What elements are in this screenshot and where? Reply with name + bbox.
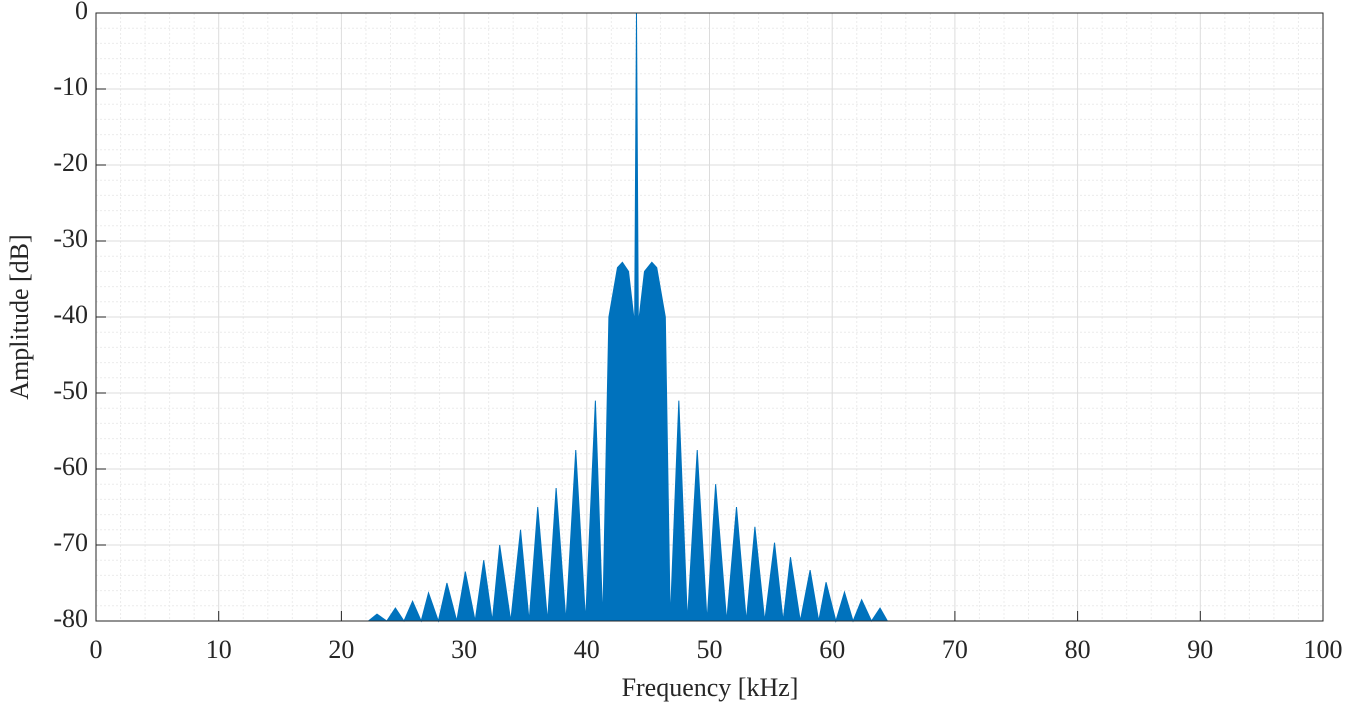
x-tick-label: 80: [1065, 635, 1091, 664]
x-tick-label: 50: [697, 635, 723, 664]
x-tick-label: 90: [1187, 635, 1213, 664]
x-axis-label: Frequency [kHz]: [622, 673, 799, 702]
x-tick-label: 60: [819, 635, 845, 664]
y-tick-label: 0: [75, 0, 88, 25]
y-tick-label: -50: [53, 376, 88, 405]
x-tick-label: 100: [1304, 635, 1343, 664]
x-tick-label: 70: [942, 635, 968, 664]
y-tick-label: -70: [53, 528, 88, 557]
y-tick-label: -80: [53, 604, 88, 633]
x-tick-label: 30: [451, 635, 477, 664]
y-tick-label: -40: [53, 300, 88, 329]
x-tick-label: 20: [328, 635, 354, 664]
y-tick-label: -30: [53, 224, 88, 253]
y-tick-label: -10: [53, 72, 88, 101]
x-tick-label: 10: [206, 635, 232, 664]
axes-box: [95, 12, 1324, 622]
spectrum-area: [366, 12, 889, 623]
y-tick-label: -20: [53, 148, 88, 177]
y-axis-label: Amplitude [dB]: [5, 234, 34, 399]
x-tick-label: 0: [90, 635, 103, 664]
y-tick-label: -60: [53, 452, 88, 481]
x-tick-label: 40: [574, 635, 600, 664]
